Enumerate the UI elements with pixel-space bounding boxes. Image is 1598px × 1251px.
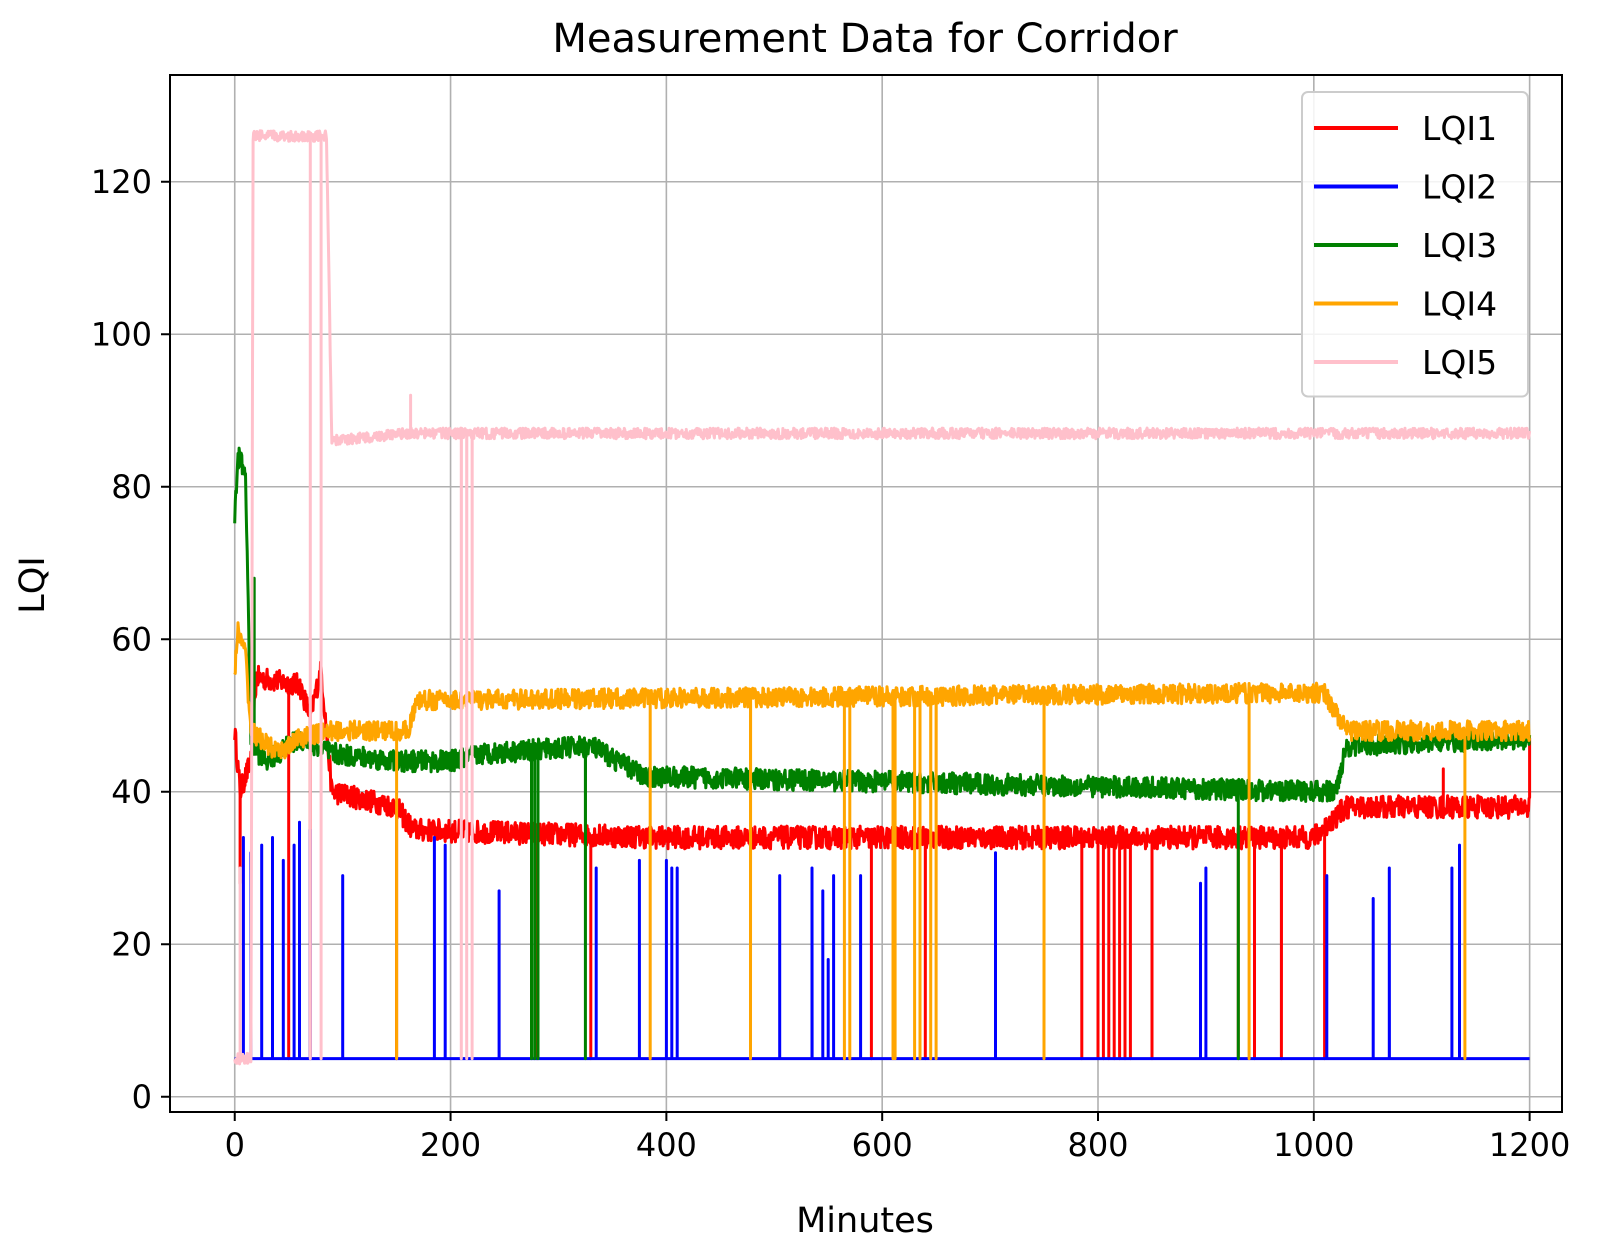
- series-line-lqi2: [233, 820, 1531, 1061]
- series-line-lqi3: [233, 446, 1532, 1061]
- y-tick-label: 60: [111, 620, 152, 658]
- series-line-lqi1: [233, 660, 1532, 1061]
- legend-label: LQI5: [1422, 343, 1497, 382]
- legend-label: LQI1: [1422, 109, 1497, 148]
- series-group: [233, 129, 1532, 1066]
- series-line-lqi4: [233, 621, 1532, 1061]
- x-axis-title: Minutes: [796, 1201, 934, 1241]
- plot-area-frame: [169, 74, 1563, 1113]
- x-tick-label: 1200: [1489, 1126, 1570, 1164]
- x-tick-label: 400: [636, 1126, 697, 1164]
- legend: LQI1 LQI2 LQI3 LQI4 LQI5: [1301, 91, 1529, 398]
- y-tick-label: 80: [111, 468, 152, 506]
- legend-label: LQI2: [1422, 168, 1497, 207]
- series-line-lqi5: [233, 129, 1532, 1066]
- y-axis-title: LQI: [13, 556, 53, 613]
- x-tick-label: 800: [1067, 1126, 1128, 1164]
- x-tick-label: 600: [852, 1126, 913, 1164]
- x-tick-label: 0: [225, 1126, 245, 1164]
- legend-label: LQI3: [1422, 226, 1497, 265]
- x-tick-label: 200: [420, 1126, 481, 1164]
- legend-box: [1301, 91, 1529, 398]
- legend-label: LQI4: [1422, 285, 1497, 324]
- y-tick-label: 100: [91, 315, 152, 353]
- y-tick-label: 120: [91, 163, 152, 201]
- y-tick-label: 40: [111, 773, 152, 811]
- y-tick-label: 20: [111, 925, 152, 963]
- chart-title: Measurement Data for Corridor: [552, 16, 1178, 62]
- axis-ticks: 0 200 400 600 800 1000 1200 0 20 40 60 80 100 120: [91, 163, 1570, 1164]
- x-tick-label: 1000: [1273, 1126, 1354, 1164]
- y-tick-label: 0: [132, 1078, 152, 1116]
